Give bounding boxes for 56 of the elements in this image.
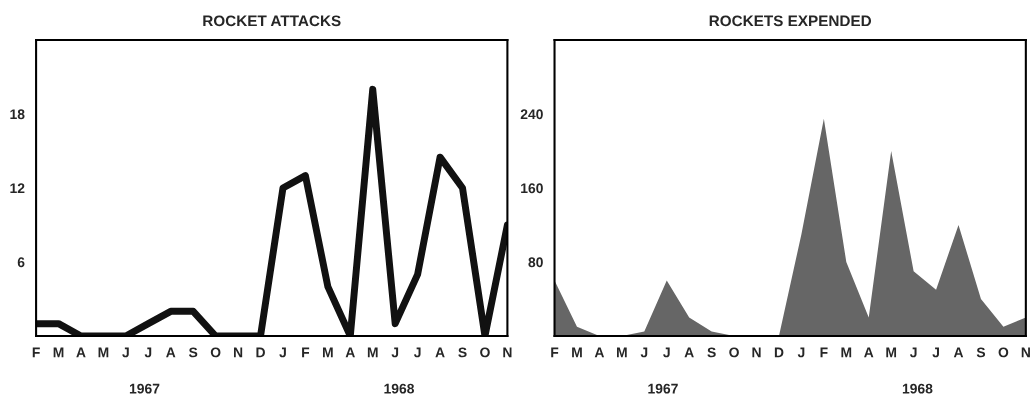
- x-tick-label: J: [909, 347, 917, 358]
- x-tick-label: M: [98, 347, 109, 358]
- x-tick-label: A: [684, 347, 694, 358]
- x-tick-label: D: [256, 347, 265, 358]
- x-tick-label: D: [774, 347, 784, 358]
- x-tick-label: O: [998, 347, 1009, 358]
- x-tick-label: J: [797, 347, 805, 358]
- x-tick-label: M: [572, 347, 582, 358]
- chart-title: ROCKET ATTACKS: [203, 15, 341, 27]
- chart-title: ROCKETS EXPENDED: [709, 15, 872, 27]
- y-tick-label: 18: [10, 109, 25, 120]
- x-tick-label: M: [367, 347, 378, 358]
- x-tick-label: F: [302, 347, 310, 358]
- x-tick-label: M: [841, 347, 852, 358]
- x-tick-label: J: [144, 347, 152, 358]
- x-tick-label: M: [617, 347, 627, 358]
- x-tick-label: A: [435, 347, 445, 358]
- x-tick-label: J: [413, 347, 421, 358]
- x-tick-label: O: [729, 347, 739, 358]
- y-tick-label: 160: [521, 183, 543, 194]
- x-tick-label: M: [886, 347, 897, 358]
- y-tick-label: 240: [520, 109, 543, 120]
- x-tick-label: J: [663, 347, 670, 358]
- x-tick-label: M: [323, 347, 333, 358]
- y-tick-label: 12: [10, 183, 25, 194]
- text: 1968: [902, 383, 933, 394]
- x-tick-label: N: [233, 347, 243, 358]
- x-tick-label: S: [458, 347, 467, 358]
- x-tick-label: N: [752, 347, 761, 358]
- x-tick-label: A: [594, 347, 605, 358]
- x-tick-label: M: [53, 347, 64, 358]
- text: 1967: [648, 383, 678, 394]
- x-tick-label: N: [503, 347, 512, 358]
- x-tick-label: S: [707, 347, 716, 358]
- x-tick-label: J: [122, 347, 129, 358]
- x-tick-label: N: [1021, 347, 1030, 358]
- x-tick-label: O: [210, 347, 221, 358]
- x-tick-label: A: [76, 347, 86, 358]
- text: 1968: [384, 383, 415, 394]
- x-tick-label: A: [166, 347, 176, 358]
- x-tick-label: S: [976, 347, 986, 358]
- x-tick-label: A: [345, 347, 355, 358]
- text: 1967: [129, 383, 160, 394]
- x-tick-label: J: [391, 347, 399, 358]
- y-tick-label: 6: [17, 257, 25, 268]
- x-tick-label: S: [188, 347, 198, 358]
- x-tick-label: O: [480, 347, 490, 358]
- x-tick-label: F: [551, 347, 559, 358]
- x-tick-label: J: [279, 347, 286, 358]
- x-tick-label: A: [953, 347, 964, 358]
- x-tick-label: A: [864, 347, 874, 358]
- x-tick-label: J: [932, 347, 939, 358]
- y-tick-label: 80: [528, 257, 543, 268]
- x-tick-label: F: [32, 347, 40, 358]
- x-tick-label: F: [820, 347, 828, 358]
- x-tick-label: J: [640, 347, 648, 358]
